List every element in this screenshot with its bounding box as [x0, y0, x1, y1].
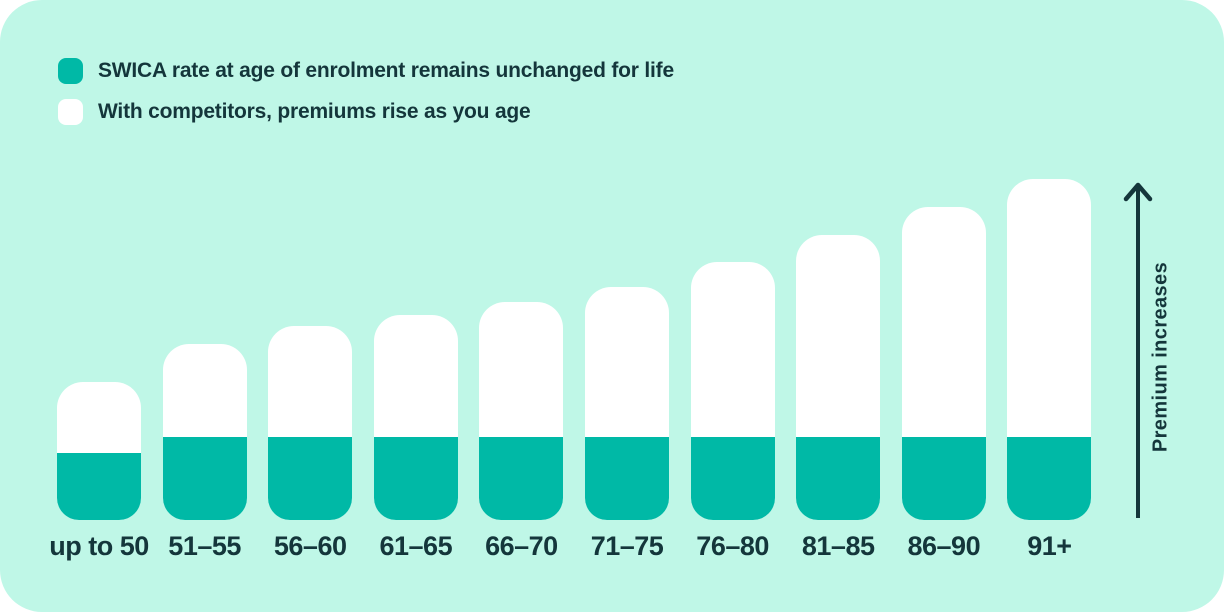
bar-group [57, 382, 141, 520]
bar-age-label: 91+ [1027, 531, 1072, 561]
bar-swica-segment [162, 437, 247, 520]
legend-item-swica: SWICA rate at age of enrolment remains u… [58, 58, 674, 84]
bar-group [796, 235, 881, 520]
bar-swica-segment [57, 453, 141, 520]
bar-swica-segment [268, 437, 353, 520]
bar-age-label: 76–80 [696, 531, 769, 561]
bar-group [373, 315, 458, 520]
legend-item-competitors: With competitors, premiums rise as you a… [58, 99, 674, 125]
bar-age-label: up to 50 [49, 531, 149, 561]
legend-label-competitors: With competitors, premiums rise as you a… [98, 100, 531, 123]
bar-age-label: 86–90 [907, 531, 981, 561]
competitor-swatch-icon [58, 99, 83, 125]
bar-swica-segment [690, 437, 775, 520]
bar-swica-segment [796, 437, 881, 520]
bar-group [268, 326, 353, 520]
bar-group [479, 302, 564, 520]
premium-increases-label: Premium increases [1149, 261, 1172, 453]
bar-age-label: 51–55 [168, 531, 241, 561]
bar-age-label: 81–85 [801, 531, 875, 561]
bar-age-label: 71–75 [590, 531, 664, 561]
bar-group [690, 262, 775, 520]
bar-swica-segment [1007, 437, 1092, 520]
bar-group [1007, 179, 1092, 520]
bar-swica-segment [901, 437, 986, 520]
bar-age-label: 56–60 [273, 531, 347, 561]
swica-swatch-icon [58, 58, 83, 84]
bar-swica-segment [479, 437, 564, 520]
bar-group [162, 344, 247, 520]
bar-swica-segment [373, 437, 458, 520]
bar-group [585, 287, 669, 520]
legend: SWICA rate at age of enrolment remains u… [58, 58, 674, 125]
bar-swica-segment [585, 437, 669, 520]
premium-increase-arrow-icon [1123, 182, 1153, 518]
bar-age-label: 61–65 [379, 531, 453, 561]
legend-label-swica: SWICA rate at age of enrolment remains u… [98, 59, 674, 82]
bar-age-label: 66–70 [485, 531, 558, 561]
bar-group [901, 207, 986, 520]
